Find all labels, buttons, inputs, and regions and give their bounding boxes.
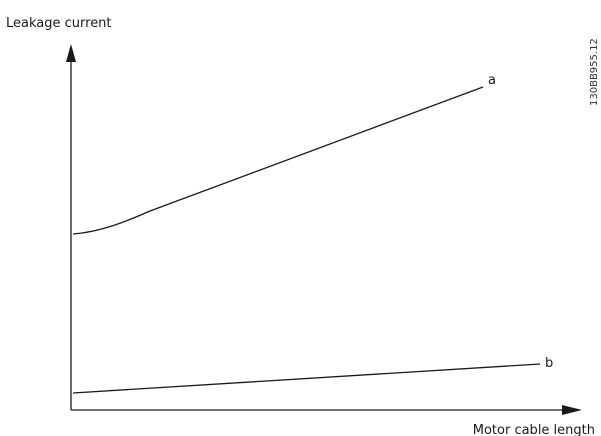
x-axis-arrow <box>562 405 582 415</box>
curve-b <box>72 363 541 394</box>
y-axis-arrow <box>66 44 76 62</box>
y-axis-label: Leakage current <box>6 16 112 31</box>
figure-code: 130BB955.12 <box>589 38 600 106</box>
curve-a <box>72 86 484 235</box>
curve-label: a <box>488 73 496 88</box>
x-axis-label: Motor cable length <box>473 423 595 436</box>
curve-label: b <box>545 356 553 371</box>
